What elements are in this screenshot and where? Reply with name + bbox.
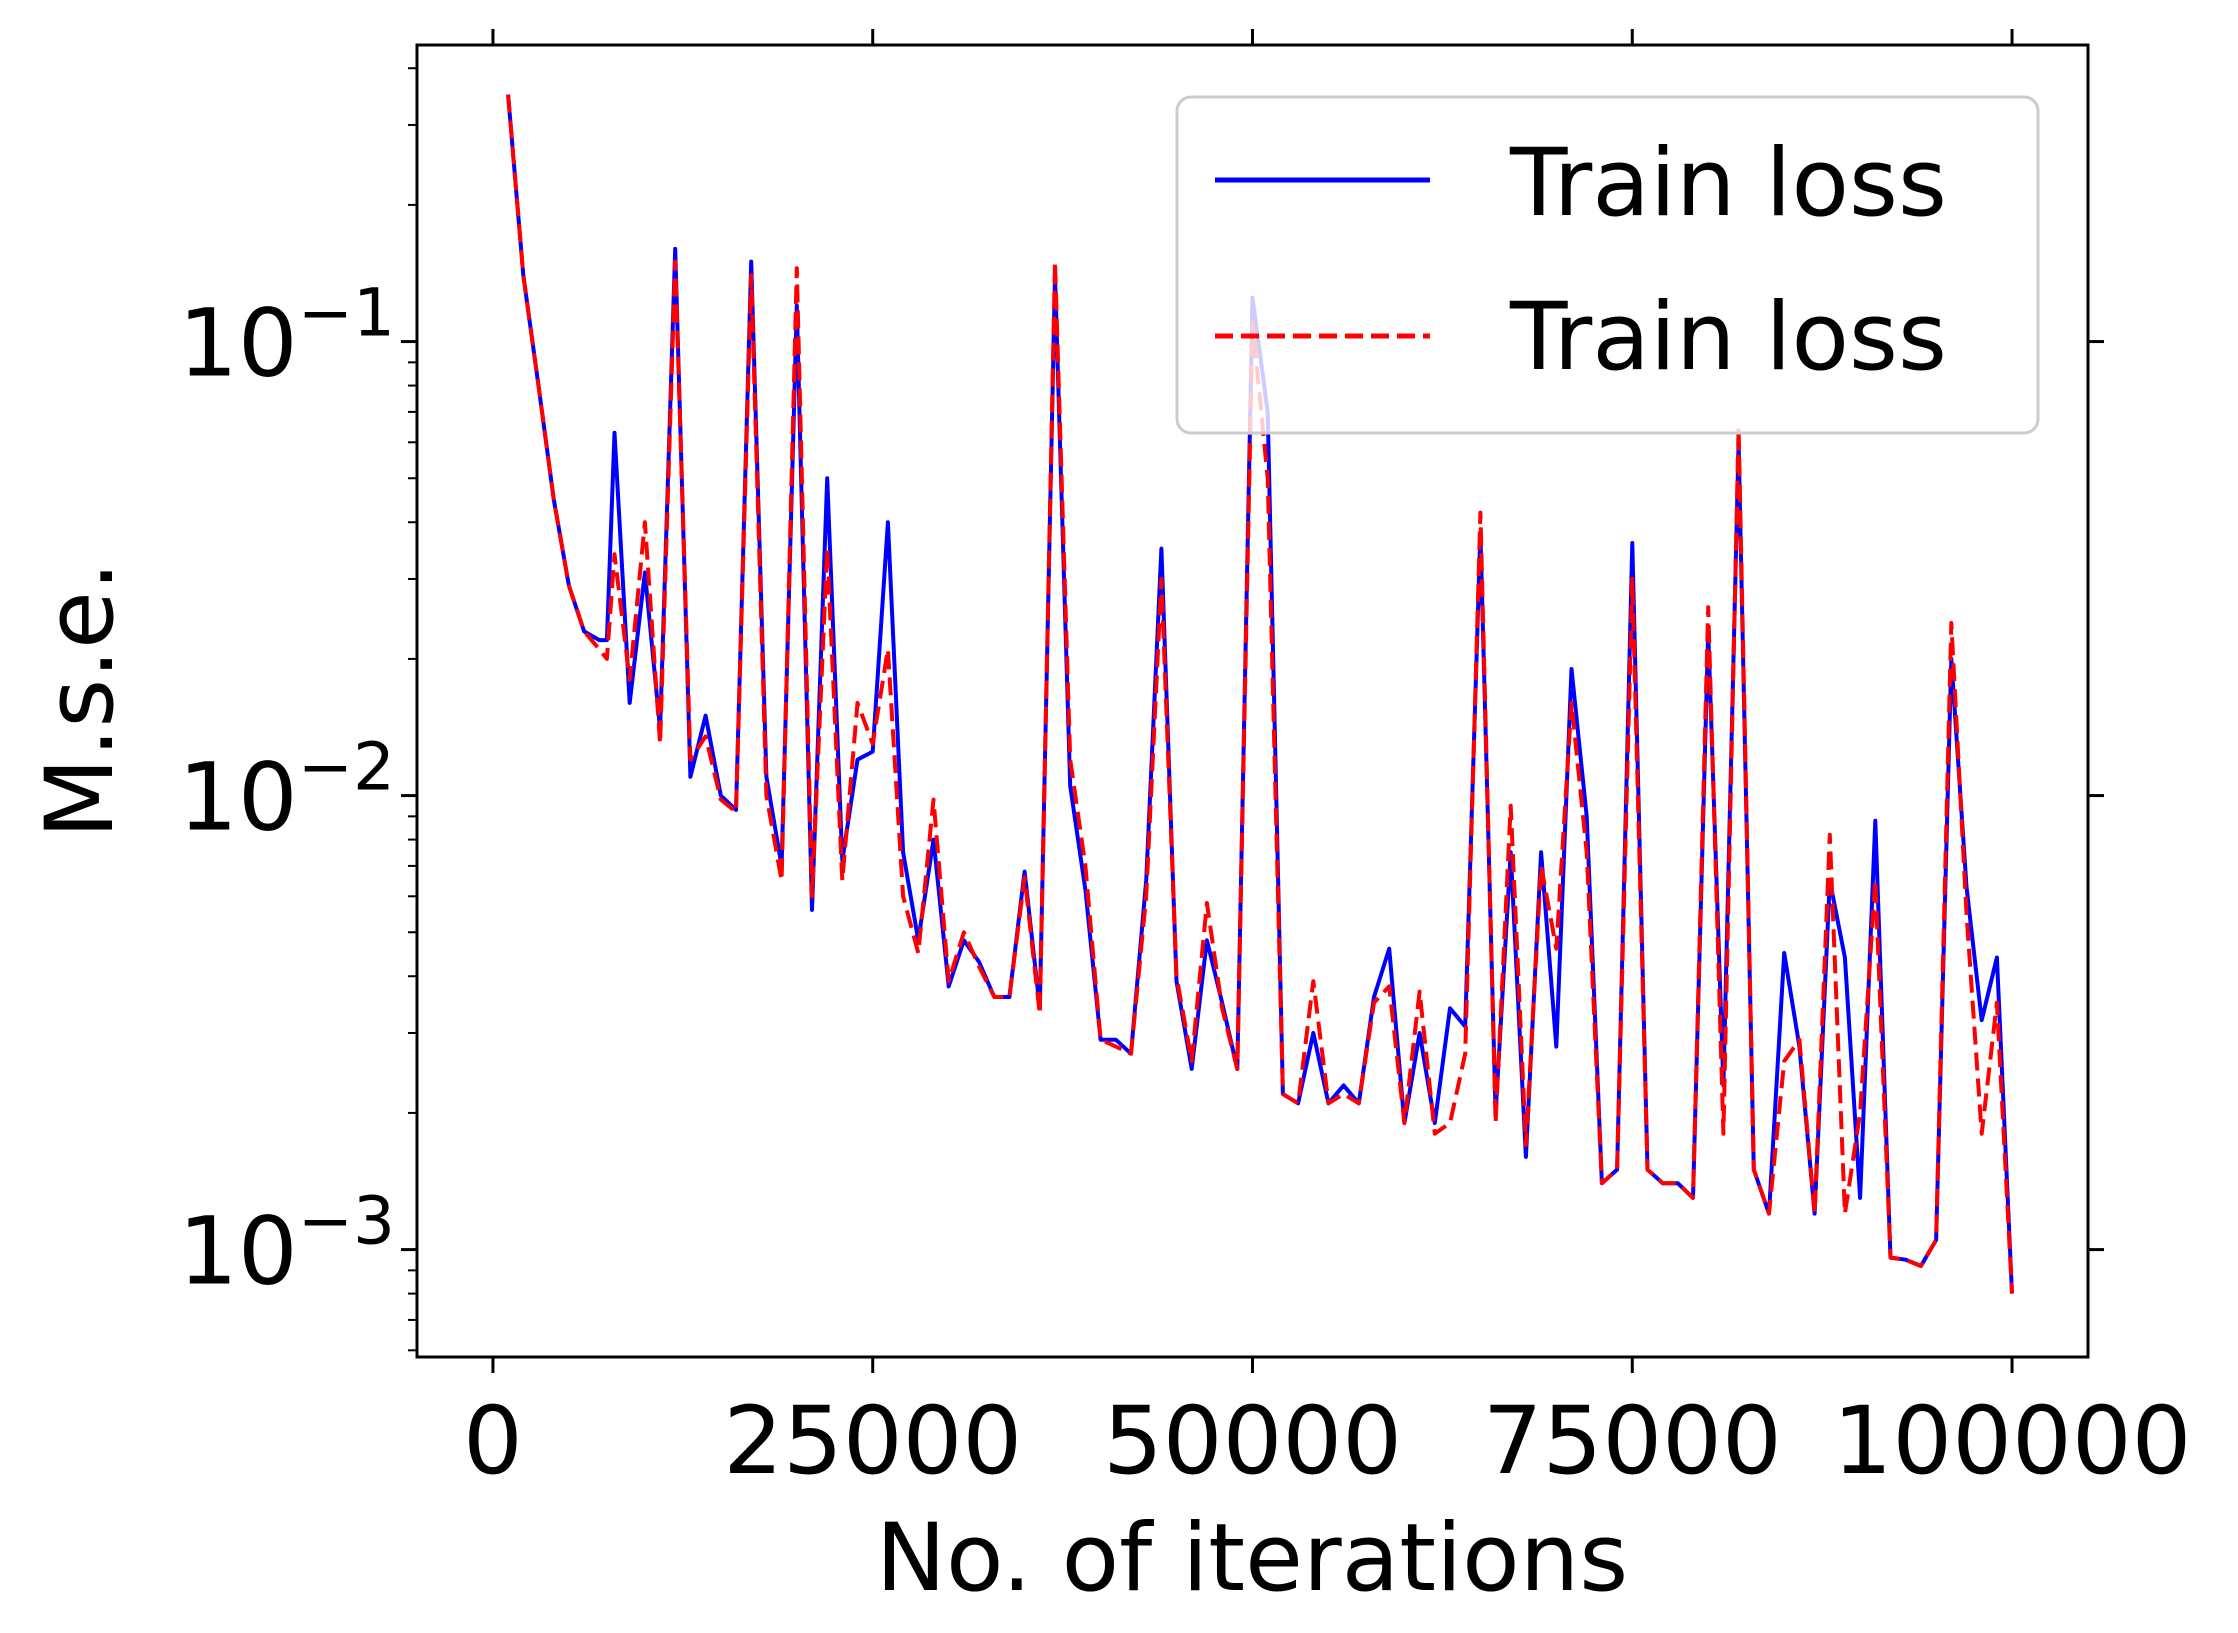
x-axis-title: No. of iterations	[876, 1504, 1629, 1613]
x-tick-label: 0	[463, 1387, 523, 1496]
legend-label-1: Train loss	[1509, 129, 1947, 238]
y-axis-title: M.s.e.	[26, 561, 135, 839]
axis-tick-labels: 0 25000 50000 75000 100000 10−3 10−2 10−1	[178, 275, 2191, 1496]
y-tick-label: 10−3	[178, 1183, 395, 1307]
x-tick-label: 75000	[1483, 1387, 1782, 1496]
axis-ticks	[401, 29, 2104, 1373]
x-tick-label: 50000	[1103, 1387, 1402, 1496]
y-tick-label: 10−2	[178, 729, 395, 853]
x-tick-label: 25000	[723, 1387, 1022, 1496]
legend-label-2: Train loss	[1509, 283, 1947, 392]
y-tick-label: 10−1	[178, 275, 395, 399]
x-tick-label: 100000	[1833, 1387, 2192, 1496]
legend: Train loss Train loss	[1175, 95, 2040, 435]
